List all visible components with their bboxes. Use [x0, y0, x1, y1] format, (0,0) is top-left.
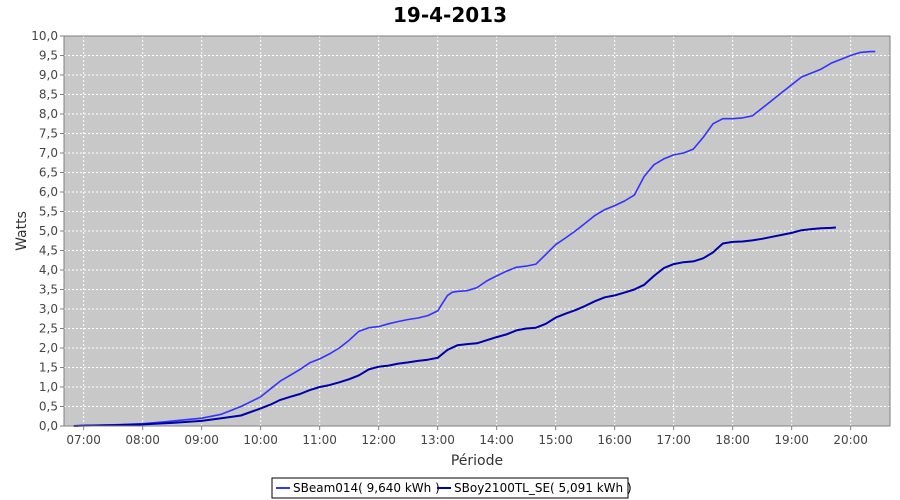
- x-tick-label: 14:00: [479, 433, 514, 447]
- legend-label: SBoy2100TL_SE( 5,091 kWh ): [454, 481, 632, 495]
- x-tick-label: 16:00: [597, 433, 632, 447]
- series-lines: [73, 50, 876, 427]
- x-tick-label: 15:00: [538, 433, 573, 447]
- y-tick-label: 6,5: [39, 166, 58, 180]
- y-axis-label: Watts: [14, 211, 30, 251]
- series-line: [73, 50, 876, 427]
- x-axis-label: Période: [451, 453, 503, 469]
- y-tick-label: 6,0: [39, 185, 58, 199]
- legend: SBeam014( 9,640 kWh ) SBoy2100TL_SE( 5,0…: [271, 477, 632, 499]
- x-tick-label: 07:00: [66, 433, 101, 447]
- y-axis: 0,0 0,5 1,0 1,5 2,0 2,5 3,0 3,5 4,0 4,5 5,0 5,5 6,0 6…: [31, 29, 64, 433]
- y-tick-label: 3,5: [39, 283, 58, 297]
- y-tick-label: 2,0: [39, 341, 58, 355]
- y-tick-label: 2,5: [39, 322, 58, 336]
- series-line: [73, 226, 836, 427]
- y-tick-label: 7,0: [39, 146, 58, 160]
- x-axis: 07:00 08:00 09:00 10:00 11:00 12:00 13:00 14:00…: [66, 426, 868, 447]
- y-tick-label: 1,0: [39, 380, 58, 394]
- x-tick-label: 19:00: [774, 433, 809, 447]
- y-tick-label: 0,5: [39, 400, 58, 414]
- y-tick-label: 4,0: [39, 263, 58, 277]
- y-tick-label: 7,5: [39, 127, 58, 141]
- y-tick-label: 9,5: [39, 49, 58, 63]
- y-tick-label: 9,0: [39, 68, 58, 82]
- chart-title: 19-4-2013: [393, 3, 507, 27]
- y-tick-label: 8,0: [39, 107, 58, 121]
- x-tick-label: 08:00: [125, 433, 160, 447]
- y-tick-label: 8,5: [39, 88, 58, 102]
- y-tick-label: 4,5: [39, 244, 58, 258]
- x-tick-label: 12:00: [361, 433, 396, 447]
- y-tick-label: 5,5: [39, 205, 58, 219]
- x-tick-label: 09:00: [184, 433, 219, 447]
- x-tick-label: 11:00: [302, 433, 337, 447]
- plot-area: [63, 35, 891, 427]
- y-tick-label: 3,0: [39, 302, 58, 316]
- x-tick-label: 17:00: [656, 433, 691, 447]
- y-tick-label: 0,0: [39, 419, 58, 433]
- x-tick-label: 20:00: [833, 433, 868, 447]
- y-tick-label: 5,0: [39, 224, 58, 238]
- x-tick-label: 10:00: [243, 433, 278, 447]
- y-tick-label: 1,5: [39, 361, 58, 375]
- x-tick-label: 18:00: [715, 433, 750, 447]
- grid: [64, 36, 890, 426]
- legend-label: SBeam014( 9,640 kWh ): [293, 481, 440, 495]
- y-tick-label: 10,0: [31, 29, 58, 43]
- x-tick-label: 13:00: [420, 433, 455, 447]
